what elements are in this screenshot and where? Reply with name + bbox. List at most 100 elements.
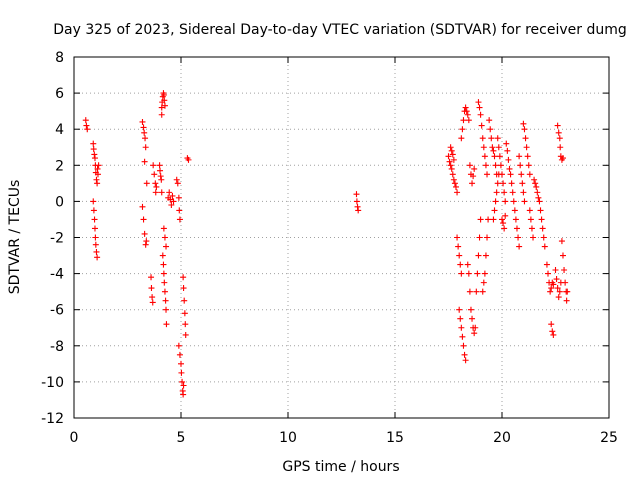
data-point	[559, 252, 566, 259]
data-point	[478, 122, 485, 129]
data-point	[475, 252, 482, 259]
y-tick-label: 8	[55, 50, 64, 66]
y-tick-label: 6	[55, 86, 64, 102]
data-point	[143, 180, 150, 187]
data-point	[458, 324, 465, 331]
data-point	[479, 135, 486, 142]
data-point	[90, 146, 97, 153]
data-point	[169, 192, 176, 199]
data-point	[158, 111, 165, 118]
data-point	[515, 234, 522, 241]
y-tick-label: 4	[55, 122, 64, 138]
data-point	[550, 331, 557, 338]
data-point	[92, 241, 99, 248]
data-point	[464, 261, 471, 268]
data-point	[459, 333, 466, 340]
data-point	[485, 216, 492, 223]
data-point	[555, 129, 562, 136]
data-point	[534, 189, 541, 196]
data-point	[558, 238, 565, 245]
y-tick-label: -12	[41, 411, 64, 427]
data-point	[152, 180, 159, 187]
data-point	[477, 216, 484, 223]
data-point	[533, 183, 540, 190]
data-point	[157, 167, 164, 174]
y-tick-label: -8	[50, 339, 64, 355]
data-point	[471, 330, 478, 337]
data-point	[543, 261, 550, 268]
x-tick-label: 0	[70, 430, 79, 446]
data-point	[521, 198, 528, 205]
data-point	[163, 306, 170, 313]
data-point	[463, 108, 470, 115]
data-point	[522, 135, 529, 142]
data-point	[355, 207, 362, 214]
data-point	[504, 147, 511, 154]
data-point	[446, 158, 453, 165]
data-point	[490, 147, 497, 154]
data-point	[91, 225, 98, 232]
data-point	[477, 111, 484, 118]
data-point	[564, 288, 571, 295]
data-point	[151, 171, 158, 178]
data-point	[448, 147, 455, 154]
data-point	[170, 198, 177, 205]
data-point	[467, 306, 474, 313]
data-point	[178, 369, 185, 376]
data-point	[501, 189, 508, 196]
data-point	[540, 234, 547, 241]
data-point	[83, 122, 90, 129]
data-point	[160, 91, 167, 98]
x-tick-label: 25	[600, 430, 618, 446]
data-point	[175, 194, 182, 201]
y-tick-label: -6	[50, 303, 64, 319]
data-point	[536, 198, 543, 205]
data-point	[158, 104, 165, 111]
data-point	[557, 144, 564, 151]
data-point	[181, 310, 188, 317]
data-point	[140, 124, 147, 131]
data-point	[182, 321, 189, 328]
data-point	[94, 254, 101, 261]
data-point	[150, 162, 157, 169]
data-point	[163, 243, 170, 250]
data-point	[454, 234, 461, 241]
data-point	[167, 196, 174, 203]
data-point	[143, 238, 150, 245]
data-point	[82, 117, 89, 124]
data-point	[554, 285, 561, 292]
x-tick-label: 20	[493, 430, 511, 446]
data-point	[490, 216, 497, 223]
x-axis-tick-labels: 0 5 10 15 20 25	[70, 430, 618, 446]
data-point	[139, 203, 146, 210]
data-point	[524, 153, 531, 160]
data-point	[180, 391, 187, 398]
data-point	[541, 243, 548, 250]
data-point	[548, 285, 555, 292]
data-point	[495, 144, 502, 151]
data-point	[496, 153, 503, 160]
data-point	[469, 180, 476, 187]
data-point	[538, 216, 545, 223]
data-point	[531, 176, 538, 183]
y-tick-label: -4	[50, 267, 64, 283]
data-point	[142, 135, 149, 142]
data-point	[486, 117, 493, 124]
data-point	[520, 120, 527, 127]
data-point	[161, 102, 168, 109]
data-point	[161, 97, 168, 104]
data-point	[556, 288, 563, 295]
data-point	[516, 243, 523, 250]
data-point	[461, 351, 468, 358]
data-point	[555, 294, 562, 301]
data-point	[530, 234, 537, 241]
data-point	[554, 122, 561, 129]
data-point	[450, 176, 457, 183]
data-point	[549, 328, 556, 335]
data-point	[148, 285, 155, 292]
data-point	[176, 351, 183, 358]
data-point	[176, 207, 183, 214]
data-point	[509, 189, 516, 196]
data-point	[158, 176, 165, 183]
grid-lines	[73, 56, 610, 419]
